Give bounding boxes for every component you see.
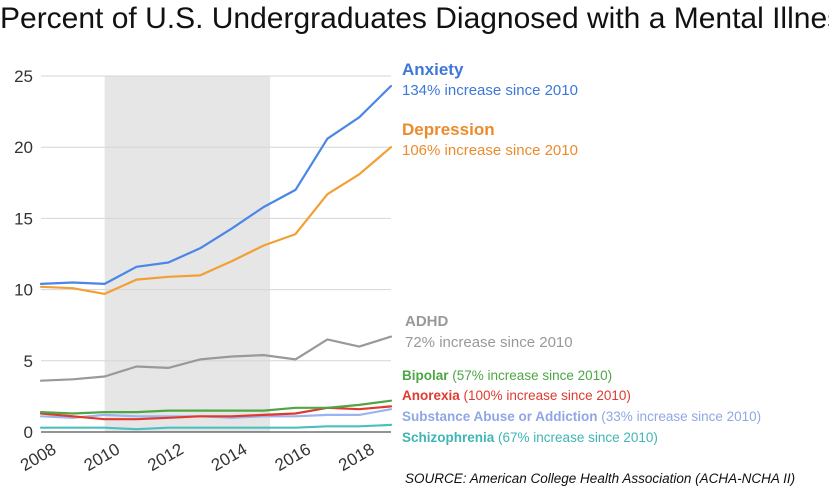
anxiety-label-block: Anxiety 134% increase since 2010	[402, 60, 578, 99]
series-line-anxiety	[39, 84, 393, 285]
x-tick-label: 2016	[272, 440, 314, 475]
anxiety-label: Anxiety	[402, 60, 464, 79]
adhd-label: ADHD	[405, 313, 449, 330]
substance-label-block: Substance Abuse or Addiction (33% increa…	[402, 409, 761, 424]
bipolar-annotation: (57% increase since 2010)	[452, 368, 613, 383]
anxiety-annotation: 134% increase since 2010	[402, 82, 578, 99]
bipolar-label-block: Bipolar (57% increase since 2010)	[402, 368, 612, 383]
x-tick-label: 2008	[17, 440, 59, 475]
y-tick-label: 25	[14, 67, 33, 86]
schizophrenia-label: Schizophrenia	[402, 430, 495, 445]
bipolar-label: Bipolar	[402, 368, 449, 383]
x-tick-label: 2018	[335, 440, 377, 475]
x-tick-label: 2014	[208, 440, 250, 475]
adhd-label-block: ADHD 72% increase since 2010	[405, 313, 573, 351]
series-line-bipolar	[39, 399, 393, 415]
adhd-annotation: 72% increase since 2010	[405, 334, 573, 351]
series-line-schizophrenia	[39, 423, 393, 431]
depression-annotation: 106% increase since 2010	[402, 142, 578, 159]
y-tick-label: 0	[24, 423, 33, 442]
depression-label-block: Depression 106% increase since 2010	[402, 120, 578, 159]
x-tick-label: 2010	[81, 440, 123, 475]
y-tick-label: 10	[14, 281, 33, 300]
anorexia-annotation: (100% increase since 2010)	[463, 388, 631, 403]
series-line-adhd	[39, 335, 393, 382]
source-note: SOURCE: American College Health Associat…	[405, 471, 796, 486]
series-line-depression	[39, 146, 393, 295]
schizophrenia-label-block: Schizophrenia (67% increase since 2010)	[402, 430, 658, 445]
depression-label: Depression	[402, 120, 495, 139]
anorexia-label-block: Anorexia (100% increase since 2010)	[402, 388, 631, 403]
y-tick-label: 5	[24, 352, 33, 371]
schizophrenia-annotation: (67% increase since 2010)	[498, 430, 658, 445]
x-tick-label: 2012	[144, 440, 186, 475]
substance-label: Substance Abuse or Addiction	[402, 409, 598, 424]
y-tick-label: 15	[14, 209, 33, 228]
y-tick-label: 20	[14, 138, 33, 157]
chart-title: Percent of U.S. Undergraduates Diagnosed…	[0, 2, 829, 35]
substance-annotation: (33% increase since 2010)	[601, 409, 762, 424]
anorexia-label: Anorexia	[402, 388, 460, 403]
